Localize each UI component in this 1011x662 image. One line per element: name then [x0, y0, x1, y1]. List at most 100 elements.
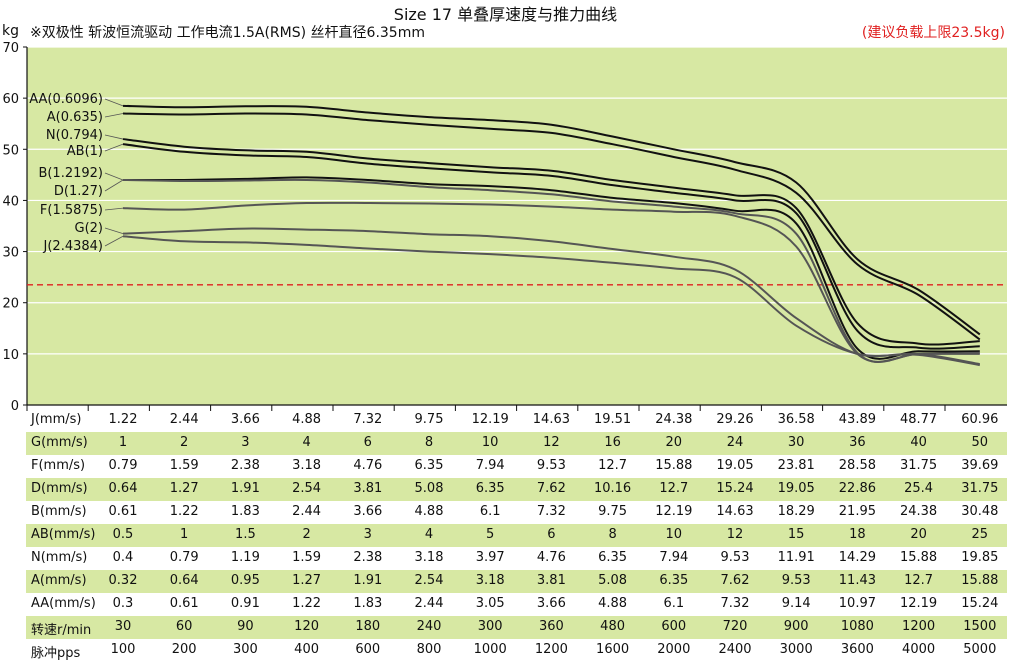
table-cell: 14.63	[532, 412, 570, 427]
table-cell: 100	[110, 642, 136, 657]
table-row: AB(mm/s) 0.5 1 1.5 2 3 4 5 6 8 10 12 15 18 20 25	[0, 524, 1011, 547]
table-cell: 23.81	[777, 458, 815, 473]
table-cell: 1.83	[353, 596, 383, 611]
table-cell: 16	[604, 435, 621, 450]
table-cell: 3.66	[536, 596, 566, 611]
table-cell: 480	[600, 619, 625, 634]
table-cell: 48.77	[899, 412, 938, 427]
row-label: N(mm/s)	[31, 550, 88, 565]
table-cell: 2	[302, 527, 311, 542]
table-cell: 10.16	[593, 481, 632, 496]
table-cell: 800	[416, 642, 442, 657]
table-cell: 3.97	[475, 550, 505, 565]
table-cell: 15.88	[899, 550, 938, 565]
table-cell: 2.38	[230, 458, 260, 473]
table-cell: 12.19	[471, 412, 509, 427]
table-cell: 400	[294, 642, 319, 657]
y-tick-label: 40	[2, 194, 19, 209]
table-cell: 11.91	[777, 550, 815, 565]
table-row: A(mm/s) 0.32 0.64 0.95 1.27 1.91 2.54 3.18 3.81 5…	[0, 570, 1011, 593]
table-cell: 1.22	[292, 596, 322, 611]
table-cell: 6.1	[663, 596, 685, 611]
table-cell: 40	[910, 435, 927, 450]
table-row: N(mm/s) 0.4 0.79 1.19 1.59 2.38 3.18 3.97 4.76 6.…	[0, 547, 1011, 570]
table-cell: 1.83	[230, 504, 260, 519]
row-label: J(mm/s)	[31, 412, 82, 427]
leader-line	[104, 143, 124, 152]
series-line-d	[122, 178, 980, 364]
table-cell: 0.61	[169, 596, 199, 611]
table-cell: 11.43	[838, 573, 876, 588]
table-cell: 19.05	[777, 481, 815, 496]
leader-line	[104, 207, 124, 211]
table-row: D(mm/s) 0.64 1.27 1.91 2.54 3.81 5.08 6.35 7.62 1…	[0, 478, 1011, 501]
table-cell: 4	[302, 435, 311, 450]
table-row: F(mm/s) 0.79 1.59 2.38 3.18 4.76 6.35 7.94 9.53 1…	[0, 455, 1011, 478]
table-cell: 1.59	[292, 550, 322, 565]
leader-line	[104, 227, 124, 235]
table-cell: 5000	[963, 642, 997, 657]
legend-label-aa: AA(0.6096)	[29, 92, 103, 107]
table-cell: 5.08	[414, 481, 444, 496]
row-label: 转速r/min	[31, 623, 92, 638]
table-cell: 12.7	[659, 481, 689, 496]
table-cell: 1200	[902, 619, 936, 634]
table-row: 转速r/min 30 60 90 120 180 240 300 360 480 600 720 900…	[0, 616, 1011, 639]
y-tick-label: 30	[2, 246, 19, 261]
table-row: AA(mm/s) 0.3 0.61 0.91 1.22 1.83 2.44 3.05 3.66 4…	[0, 593, 1011, 616]
y-tick-label: 0	[11, 399, 19, 414]
table-cell: 1.27	[169, 481, 199, 496]
table-cell: 15.88	[655, 458, 693, 473]
table-cell: 8	[424, 435, 434, 450]
table-cell: 5.08	[598, 573, 628, 588]
speed-table: J(mm/s) 1.22 2.44 3.66 4.88 7.32 9.75 12.19 14.6…	[0, 409, 1011, 662]
legend-label-n: N(0.794)	[46, 128, 103, 143]
table-cell: 9.14	[781, 596, 811, 611]
table-cell: 4	[424, 527, 434, 542]
table-cell: 10.97	[838, 596, 876, 611]
table-cell: 36.58	[777, 412, 815, 427]
table-cell: 14.29	[838, 550, 876, 565]
table-cell: 12.19	[655, 504, 693, 519]
table-cell: 1080	[840, 619, 874, 634]
table-cell: 2.44	[414, 596, 444, 611]
row-label: B(mm/s)	[31, 504, 87, 519]
table-cell: 1200	[534, 642, 568, 657]
legend-label-a: A(0.635)	[47, 110, 103, 125]
series-line-ab	[122, 143, 980, 350]
row-label: AA(mm/s)	[31, 596, 96, 611]
table-cell: 900	[783, 619, 809, 634]
table-cell: 20	[665, 435, 683, 450]
leader-line	[104, 172, 124, 181]
row-label: 脉冲pps	[31, 646, 81, 661]
table-cell: 0.32	[108, 573, 138, 588]
table-cell: 18	[849, 527, 866, 542]
table-cell: 22.86	[838, 481, 876, 496]
table-cell: 21.95	[838, 504, 876, 519]
table-cell: 10	[665, 527, 683, 542]
table-cell: 90	[237, 619, 254, 634]
table-cell: 6.1	[479, 504, 501, 519]
table-cell: 50	[971, 435, 989, 450]
series-line-f	[122, 201, 980, 363]
legend-label-f: F(1.5875)	[40, 203, 103, 218]
table-cell: 19.51	[593, 412, 632, 427]
table-cell: 1600	[596, 642, 630, 657]
table-cell: 25.4	[904, 481, 934, 496]
table-cell: 1.19	[230, 550, 260, 565]
table-cell: 4.88	[292, 412, 322, 427]
table-cell: 2.38	[353, 550, 383, 565]
y-axis-label: kg	[2, 23, 19, 39]
table-cell: 3	[241, 435, 250, 450]
table-cell: 36	[849, 435, 866, 450]
table-cell: 7.32	[536, 504, 566, 519]
table-cell: 0.95	[230, 573, 260, 588]
table-cell: 0.79	[169, 550, 199, 565]
table-cell: 1	[118, 435, 128, 450]
table-cell: 1500	[963, 619, 997, 634]
table-row: 脉冲pps 100 200 300 400 600 800 1000 1200 1600 2000 2…	[0, 639, 1011, 662]
table-cell: 15	[787, 527, 805, 542]
table-cell: 39.69	[961, 458, 999, 473]
table-cell: 30	[114, 619, 132, 634]
table-cell: 31.75	[961, 481, 999, 496]
